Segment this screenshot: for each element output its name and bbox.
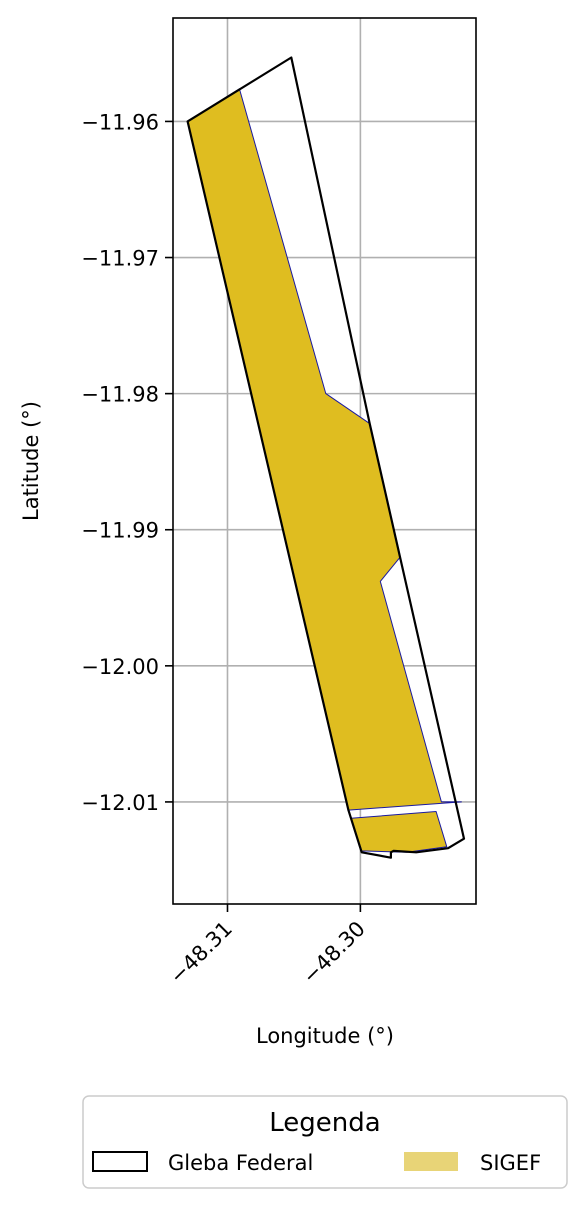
sigef-parcel	[350, 811, 448, 853]
legend-swatch-sigef	[404, 1152, 458, 1171]
y-tick-label: −11.97	[81, 247, 159, 271]
legend-label-gleba-federal: Gleba Federal	[168, 1151, 313, 1175]
legend: Legenda Gleba Federal SIGEF	[82, 1095, 568, 1189]
y-tick-label: −11.99	[81, 519, 159, 543]
y-tick-label: −11.96	[81, 110, 159, 134]
gleba-federal-outline	[186, 56, 466, 859]
sigef-parcel	[187, 88, 462, 811]
legend-title: Legenda	[269, 1108, 380, 1138]
y-tick-label: −12.00	[81, 655, 159, 679]
legend-label-sigef: SIGEF	[480, 1151, 541, 1175]
y-axis-label: Latitude (°)	[19, 401, 43, 521]
y-tick-label: −11.98	[81, 383, 159, 407]
x-axis-label: Longitude (°)	[256, 1024, 394, 1048]
map-shapes	[186, 56, 466, 859]
plot-frame	[172, 17, 477, 905]
y-tick-label: −12.01	[81, 791, 159, 815]
legend-swatch-gleba-federal	[92, 1151, 148, 1172]
